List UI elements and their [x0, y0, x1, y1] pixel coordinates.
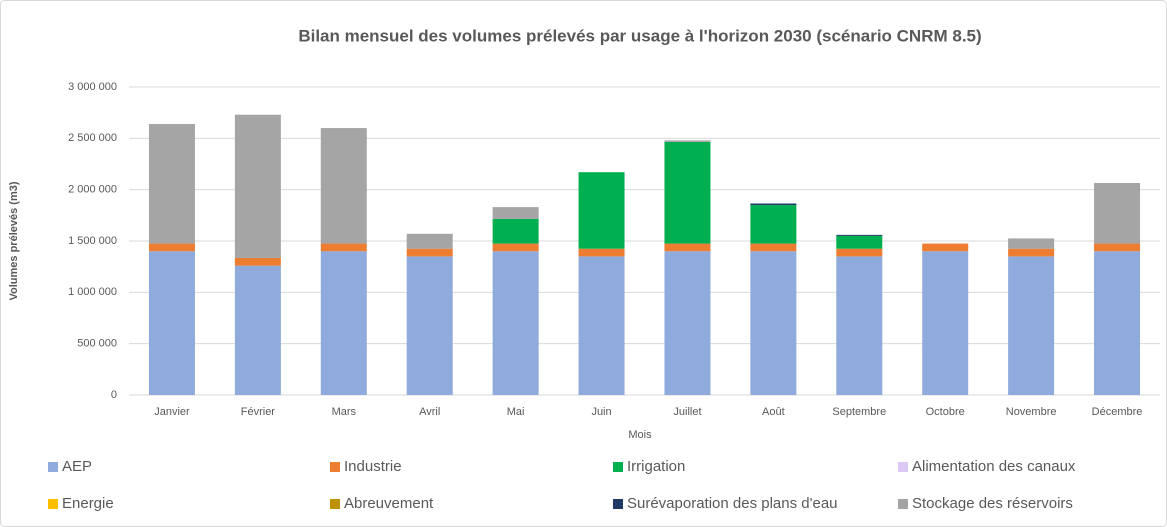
legend-swatch — [48, 499, 58, 509]
bar-segment — [1094, 182, 1141, 244]
chart-title: Bilan mensuel des volumes prélevés par u… — [298, 26, 981, 45]
legend-swatch — [330, 462, 340, 472]
legend-label: Abreuvement — [344, 495, 434, 512]
legend-swatch — [898, 462, 908, 472]
bar-segment — [664, 141, 711, 244]
legend-label: Industrie — [344, 458, 402, 475]
legend-label: Surévaporation des plans d'eau — [627, 495, 838, 512]
y-tick-label: 500 000 — [77, 338, 117, 350]
legend-label: Irrigation — [627, 458, 685, 475]
x-tick-label: Septembre — [832, 406, 886, 418]
x-tick-label: Juin — [591, 406, 611, 418]
bar-segment — [664, 140, 711, 142]
bar-segment — [148, 251, 195, 395]
x-tick-label: Novembre — [1006, 406, 1057, 418]
bar-segment — [320, 251, 367, 395]
bar-segment — [320, 128, 367, 244]
bar-segment — [1094, 243, 1141, 252]
bar-segment — [234, 257, 281, 266]
legend-swatch — [613, 462, 623, 472]
y-tick-label: 3 000 000 — [68, 81, 117, 93]
x-axis-title: Mois — [628, 429, 652, 441]
bar-segment — [664, 251, 711, 395]
x-tick-label: Avril — [419, 406, 440, 418]
legend-label: Alimentation des canaux — [912, 458, 1076, 475]
bar-segment — [406, 233, 453, 249]
bar-segment — [1008, 248, 1055, 257]
legend-label: AEP — [62, 458, 92, 475]
x-tick-label: Juillet — [673, 406, 701, 418]
bar-segment — [148, 243, 195, 252]
bar-segment — [578, 172, 625, 249]
legend-swatch — [898, 499, 908, 509]
bar-segment — [1008, 256, 1055, 395]
bar-segment — [578, 248, 625, 257]
x-tick-label: Mars — [332, 406, 357, 418]
bar-segment — [234, 265, 281, 395]
bar-segment — [836, 248, 883, 257]
bar-segment — [320, 243, 367, 252]
bar-segment — [664, 243, 711, 252]
legend-label: Energie — [62, 495, 114, 512]
bar-segment — [836, 235, 883, 249]
y-tick-label: 1 500 000 — [68, 235, 117, 247]
legend-swatch — [48, 462, 58, 472]
bar-segment — [1094, 251, 1141, 395]
bar-segment — [148, 123, 195, 244]
y-tick-label: 2 500 000 — [68, 132, 117, 144]
bar-segment — [1008, 238, 1055, 249]
bar-segment — [836, 234, 883, 236]
x-tick-label: Janvier — [154, 406, 190, 418]
bar-segment — [750, 205, 797, 244]
bar-segment — [492, 207, 539, 219]
bar-segment — [750, 251, 797, 395]
bar-segment — [492, 243, 539, 252]
legend-label: Stockage des réservoirs — [912, 495, 1073, 512]
x-tick-label: Août — [762, 406, 785, 418]
bar-segment — [750, 203, 797, 206]
y-tick-label: 2 000 000 — [68, 184, 117, 196]
y-axis-title: Volumes prélevés (m3) — [8, 181, 20, 300]
y-tick-label: 1 000 000 — [68, 286, 117, 298]
x-tick-label: Octobre — [926, 406, 965, 418]
y-tick-label: 0 — [111, 389, 117, 401]
bar-segment — [406, 248, 453, 257]
bar-segment — [406, 256, 453, 395]
bar-segment — [750, 243, 797, 252]
bar-segment — [922, 243, 969, 252]
legend-swatch — [330, 499, 340, 509]
x-tick-label: Mai — [507, 406, 525, 418]
bar-segment — [492, 251, 539, 395]
bar-segment — [836, 256, 883, 395]
bar-segment — [234, 114, 281, 258]
bar-segment — [578, 256, 625, 395]
bar-segment — [492, 218, 539, 244]
bar-segment — [922, 251, 969, 395]
x-tick-label: Février — [241, 406, 276, 418]
legend-swatch — [613, 499, 623, 509]
x-tick-label: Décembre — [1092, 406, 1143, 418]
